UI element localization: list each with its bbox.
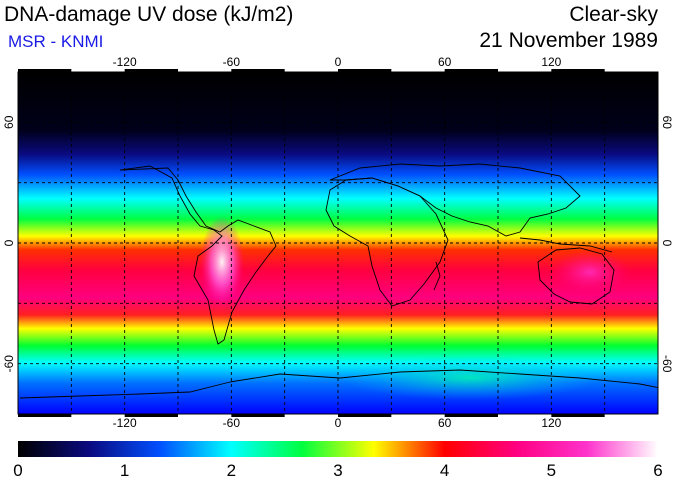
colorbar-tick-label: 1	[120, 461, 129, 480]
colorbar-tick-label: 0	[13, 461, 22, 480]
colorbar-tick-label: 3	[333, 461, 342, 480]
latitude-labels-left: 60 0 -60	[2, 115, 16, 372]
latitude-tick-label: -60	[2, 355, 16, 373]
colorbar-tick-label: 6	[653, 461, 662, 480]
latitude-tick-label: 0	[660, 240, 674, 247]
longitude-tick-label: 60	[438, 416, 452, 430]
frame-tick-bottom	[124, 414, 178, 417]
longitude-tick-label: -60	[223, 55, 241, 69]
graticule	[18, 72, 658, 414]
longitude-tick-label: 120	[541, 55, 561, 69]
date-label: 21 November 1989	[479, 29, 658, 52]
frame-ticks	[18, 69, 605, 417]
frame-tick-bottom	[551, 414, 605, 417]
frame-tick-bottom	[231, 414, 285, 417]
frame-tick-top	[124, 69, 178, 72]
longitude-tick-label: -120	[113, 55, 137, 69]
latitude-tick-label: 60	[2, 115, 16, 129]
frame-tick-top	[444, 69, 498, 72]
frame-tick-bottom	[18, 414, 72, 417]
sky-condition-label: Clear-sky	[569, 3, 658, 26]
frame-tick-bottom	[444, 414, 498, 417]
latitude-tick-label: 60	[660, 116, 674, 130]
frame-tick-top	[338, 69, 392, 72]
colorbar-tick-label: 4	[440, 461, 449, 480]
map-title: DNA-damage UV dose (kJ/m2)	[4, 3, 294, 26]
colorbar	[18, 441, 658, 457]
colorbar-tick-label: 5	[547, 461, 556, 480]
coastlines	[19, 163, 658, 399]
longitude-tick-label: -60	[223, 416, 241, 430]
latitude-labels-right: 60 0 -60	[660, 116, 674, 373]
longitude-labels-bottom: -120 -60 0 60 120	[113, 416, 562, 430]
latitude-tick-label: 0	[2, 239, 16, 246]
frame-tick-top	[18, 69, 72, 72]
latitude-tick-label: -60	[660, 355, 674, 373]
longitude-tick-label: 0	[335, 55, 342, 69]
longitude-tick-label: 120	[541, 416, 561, 430]
longitude-tick-label: 60	[438, 55, 452, 69]
source-label: MSR - KNMI	[8, 32, 104, 51]
longitude-labels-top: -120 -60 0 60 120	[113, 55, 562, 69]
frame-tick-top	[231, 69, 285, 72]
colorbar-labels: 0 1 2 3 4 5 6	[13, 461, 662, 480]
longitude-tick-label: 0	[335, 416, 342, 430]
frame-tick-top	[551, 69, 605, 72]
colorbar-tick-label: 2	[227, 461, 236, 480]
frame-tick-bottom	[338, 414, 392, 417]
longitude-tick-label: -120	[113, 416, 137, 430]
